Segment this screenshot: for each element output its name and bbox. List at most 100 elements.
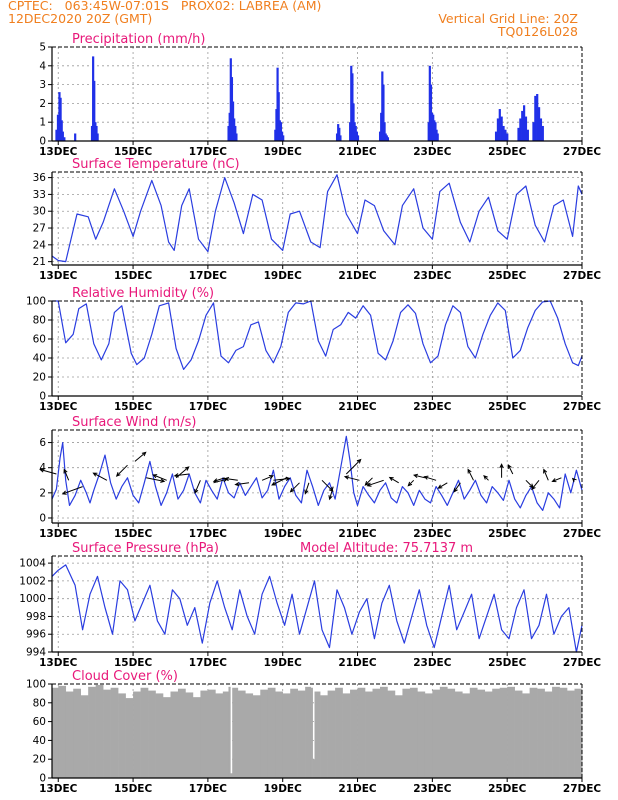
- xtick-label-precip: 27DEC: [563, 146, 602, 158]
- wind-arrow-28: [413, 473, 426, 479]
- xtick-label-temp: 17DEC: [189, 270, 228, 282]
- bar-precip-40: [355, 131, 358, 141]
- cloud-bar-35: [297, 690, 306, 778]
- series-line-pres: [51, 564, 583, 653]
- ytick-label-wind: 0: [39, 512, 46, 524]
- xtick-label-cloud: 17DEC: [189, 783, 228, 795]
- xtick-label-cloud: 23DEC: [413, 783, 452, 795]
- cloud-bar-17: [177, 688, 186, 778]
- wind-arrow-27: [407, 479, 415, 487]
- ytick-label-cloud: 60: [33, 716, 46, 728]
- xtick-label-temp: 27DEC: [563, 270, 602, 282]
- xtick-label-cloud: 13DEC: [39, 783, 78, 795]
- wind-arrow-6: [146, 477, 166, 483]
- xtick-label-pres: 21DEC: [338, 657, 377, 669]
- bar-precip-4: [60, 120, 63, 141]
- bar-precip-17: [230, 77, 234, 141]
- xtick-label-precip: 15DEC: [114, 146, 153, 158]
- bar-precip-1: [56, 114, 60, 141]
- bar-precip-61: [498, 109, 501, 141]
- panel-title-pres: Surface Pressure (hPa): [72, 541, 219, 556]
- cloud-bar-37: [310, 687, 313, 778]
- bar-precip-76: [539, 118, 543, 141]
- wind-arrow-12: [212, 477, 225, 483]
- xtick-label-wind: 27DEC: [563, 528, 602, 540]
- bar-precip-68: [521, 110, 524, 141]
- cloud-bar-19: [192, 697, 201, 778]
- xtick-label-cloud: 27DEC: [563, 783, 602, 795]
- bar-precip-70: [524, 116, 528, 141]
- bar-precip-51: [428, 65, 431, 141]
- ytick-label-temp: 27: [33, 223, 46, 235]
- cloud-bar-67: [522, 693, 530, 778]
- wind-arrow-15: [261, 475, 274, 481]
- xtick-label-temp: 19DEC: [264, 270, 303, 282]
- series-line-wind: [51, 435, 583, 511]
- ytick-label-temp: 21: [33, 256, 46, 268]
- xtick-label-cloud: 15DEC: [114, 783, 153, 795]
- bar-precip-58: [436, 133, 439, 141]
- wind-arrow-3: [92, 472, 108, 481]
- wind-arrow-10: [194, 480, 201, 494]
- xtick-label-wind: 23DEC: [413, 528, 452, 540]
- xtick-label-pres: 27DEC: [563, 657, 602, 669]
- panel-rh: 0 20 40 60 80 100 13DEC 15DEC 17DEC 19DEC 21DEC 23D…: [26, 286, 601, 413]
- xtick-label-pres: 19DEC: [264, 657, 303, 669]
- panel-extra-pres: Model Altitude: 75.7137 m: [300, 541, 473, 556]
- xtick-label-pres: 17DEC: [189, 657, 228, 669]
- xtick-label-precip: 21DEC: [338, 146, 377, 158]
- xtick-label-wind: 13DEC: [39, 528, 78, 540]
- ytick-label-rh: 20: [33, 372, 46, 384]
- cloud-bar-20: [200, 690, 209, 778]
- xtick-label-rh: 21DEC: [338, 401, 377, 413]
- cloud-bar-60: [469, 687, 478, 778]
- ytick-label-pres: 1004: [19, 558, 46, 570]
- wind-arrow-35: [507, 464, 514, 475]
- cloud-bar-26: [232, 687, 239, 778]
- bar-precip-0: [55, 129, 58, 141]
- bar-precip-57: [435, 129, 438, 141]
- bar-precip-23: [275, 109, 278, 141]
- bar-precip-50: [427, 122, 430, 141]
- xtick-label-pres: 23DEC: [413, 657, 452, 669]
- xtick-label-rh: 17DEC: [189, 401, 228, 413]
- cloud-bar-29: [252, 695, 261, 778]
- cloud-bar-43: [342, 693, 351, 778]
- ytick-label-precip: 2: [39, 98, 46, 110]
- wind-arrow-19: [304, 482, 310, 495]
- xtick-label-wind: 15DEC: [114, 528, 153, 540]
- cloud-bar-49: [387, 690, 396, 778]
- bar-precip-65: [506, 133, 509, 141]
- wind-arrow-34: [499, 463, 504, 478]
- bar-precip-60: [496, 118, 500, 141]
- ytick-label-temp: 24: [33, 239, 47, 251]
- wind-arrow-30: [437, 482, 448, 489]
- bar-precip-41: [356, 135, 360, 141]
- xtick-label-rh: 25DEC: [488, 401, 527, 413]
- wind-arrow-21: [328, 486, 334, 501]
- wind-arrow-29: [423, 475, 437, 481]
- xtick-label-precip: 25DEC: [488, 146, 527, 158]
- panel-title-wind: Surface Wind (m/s): [72, 415, 196, 430]
- cloud-bar-34: [290, 688, 298, 778]
- xtick-label-rh: 27DEC: [563, 401, 602, 413]
- bar-precip-37: [352, 103, 355, 141]
- bar-precip-55: [433, 120, 436, 141]
- bar-precip-2: [58, 92, 61, 141]
- panel-title-temp: Surface Temperature (nC): [72, 157, 240, 172]
- cloud-bar-24: [228, 686, 231, 778]
- cloud-bar-45: [357, 687, 366, 778]
- xtick-label-cloud: 25DEC: [488, 783, 527, 795]
- cloud-bar-44: [350, 689, 358, 778]
- cloud-bar-48: [379, 686, 388, 778]
- xtick-label-temp: 23DEC: [413, 270, 452, 282]
- bar-precip-19: [233, 118, 236, 141]
- ytick-label-temp: 33: [33, 189, 46, 201]
- bar-precip-28: [280, 131, 284, 141]
- xtick-label-wind: 17DEC: [189, 528, 228, 540]
- bar-precip-53: [430, 112, 434, 141]
- cloud-bar-68: [529, 687, 538, 778]
- cloud-bar-11: [133, 691, 141, 778]
- wind-arrow-9: [173, 473, 190, 478]
- xtick-label-precip: 23DEC: [413, 146, 452, 158]
